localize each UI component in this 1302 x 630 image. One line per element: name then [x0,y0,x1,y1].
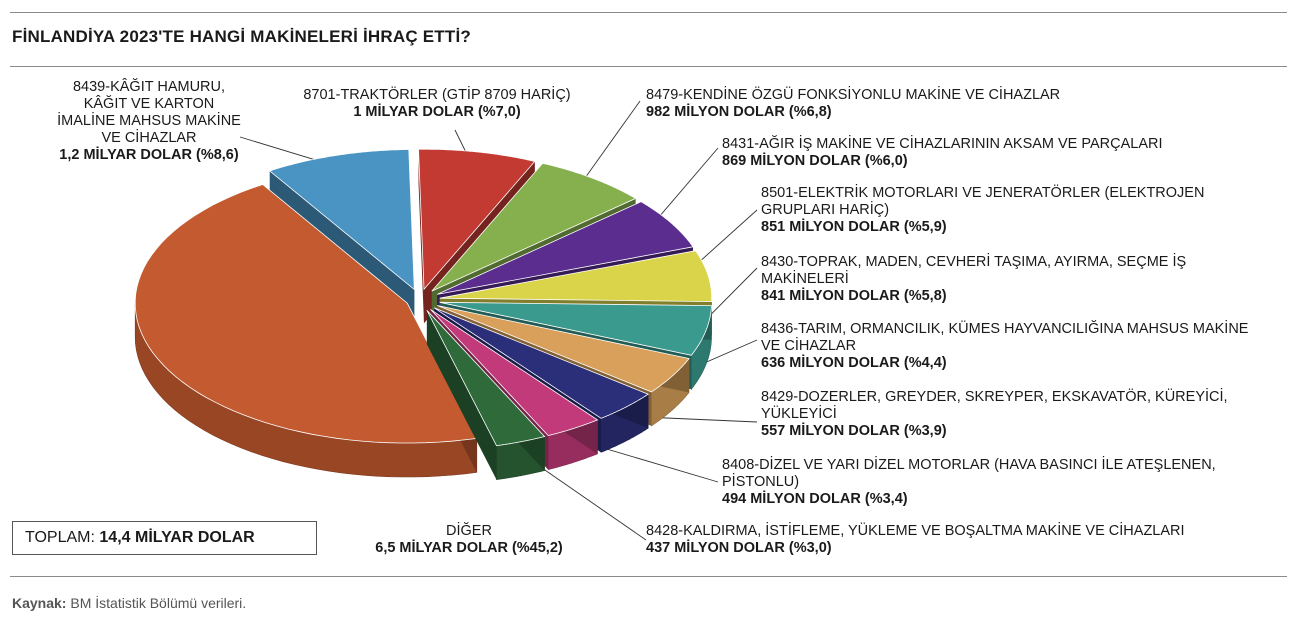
source-note: Kaynak: BM İstatistik Bölümü verileri. [12,595,246,611]
label-8501: 8501-ELEKTRİK MOTORLARI VE JENERATÖRLER … [761,185,1281,236]
source-text: BM İstatistik Bölümü verileri. [70,595,247,611]
slice-value: 6,5 MİLYAR DOLAR (%45,2) [375,540,563,556]
slice-cut-face [426,310,497,480]
slice-top [439,301,712,356]
slice-name: 8501-ELEKTRİK MOTORLARI VE JENERATÖRLER … [761,185,1205,218]
slice-name: DİĞER [446,523,492,539]
leader-line-1 [576,100,641,190]
total-box: TOPLAM: 14,4 MİLYAR DOLAR [12,521,317,555]
label-8408: 8408-DİZEL VE YARI DİZEL MOTORLAR (HAVA … [722,457,1282,508]
chart-title: FİNLANDİYA 2023'TE HANGİ MAKİNELERİ İHRA… [12,27,471,46]
slice-value: 982 MİLYON DOLAR (%6,8) [646,104,832,120]
slice-top [437,305,690,393]
label-8428: 8428-KALDIRMA, İSTİFLEME, YÜKLEME VE BOŞ… [646,523,1286,557]
slice-top [418,148,536,291]
slice-name: 8479-KENDİNE ÖZGÜ FONKSİYONLU MAKİNE VE … [646,87,1061,103]
slice-value: 557 MİLYON DOLAR (%3,9) [761,423,947,439]
slice-value: 494 MİLYON DOLAR (%3,4) [722,491,908,507]
bottom-rule [10,576,1287,577]
label-diger: DİĞER 6,5 MİLYAR DOLAR (%45,2) [344,523,594,557]
slice-value: 869 MİLYON DOLAR (%6,0) [722,153,908,169]
slice-value: 841 MİLYON DOLAR (%5,8) [761,288,947,304]
slice-9 [134,184,478,478]
slice-value: 636 MİLYON DOLAR (%4,4) [761,355,947,371]
slice-value: 851 MİLYON DOLAR (%5,9) [761,219,947,235]
slice-top [430,309,599,437]
slice-top [439,250,713,303]
source-label: Kaynak: [12,595,67,611]
title-rule [10,66,1287,67]
slice-name: 8431-AĞIR İŞ MAKİNE VE CİHAZLARININ AKSA… [722,136,1163,152]
slice-name: 8436-TARIM, ORMANCILIK, KÜMES HAYVANCILI… [761,321,1249,354]
label-8439: 8439-KÂĞIT HAMURU, KÂĞIT VE KARTON İMALİ… [54,79,244,164]
slice-top [437,201,694,295]
slice-value: 1 MİLYAR DOLAR (%7,0) [353,104,521,120]
label-8436: 8436-TARIM, ORMANCILIK, KÜMES HAYVANCILI… [761,321,1261,372]
slice-8 [426,310,546,481]
slice-name: 8408-DİZEL VE YARI DİZEL MOTORLAR (HAVA … [722,457,1216,490]
label-8479: 8479-KENDİNE ÖZGÜ FONKSİYONLU MAKİNE VE … [646,87,1166,121]
total-value: 14,4 MİLYAR DOLAR [99,529,255,546]
label-8430: 8430-TOPRAK, MADEN, CEVHERİ TAŞIMA, AYIR… [761,254,1261,305]
label-8429: 8429-DOZERLER, GREYDER, SKREYPER, EKSKAV… [761,389,1281,440]
slice-top [268,149,415,291]
pie-slices [134,148,713,481]
slice-value: 1,2 MİLYAR DOLAR (%8,6) [59,147,239,163]
slice-value: 437 MİLYON DOLAR (%3,0) [646,540,832,556]
slice-name: 8429-DOZERLER, GREYDER, SKREYPER, EKSKAV… [761,389,1228,422]
slice-name: 8701-TRAKTÖRLER (GTİP 8709 HARİÇ) [303,87,571,103]
label-8701: 8701-TRAKTÖRLER (GTİP 8709 HARİÇ) 1 MİLY… [282,87,592,121]
slice-top [426,310,546,447]
total-label: TOPLAM: [25,529,95,546]
slice-name: 8428-KALDIRMA, İSTİFLEME, YÜKLEME VE BOŞ… [646,523,1185,539]
slice-top [134,184,478,444]
slice-top [433,307,650,419]
slice-top [431,162,637,292]
top-rule [10,12,1287,13]
label-8431: 8431-AĞIR İŞ MAKİNE VE CİHAZLARININ AKSA… [722,136,1242,170]
slice-name: 8430-TOPRAK, MADEN, CEVHERİ TAŞIMA, AYIR… [761,254,1187,287]
slice-name: 8439-KÂĞIT HAMURU, KÂĞIT VE KARTON İMALİ… [57,79,241,146]
